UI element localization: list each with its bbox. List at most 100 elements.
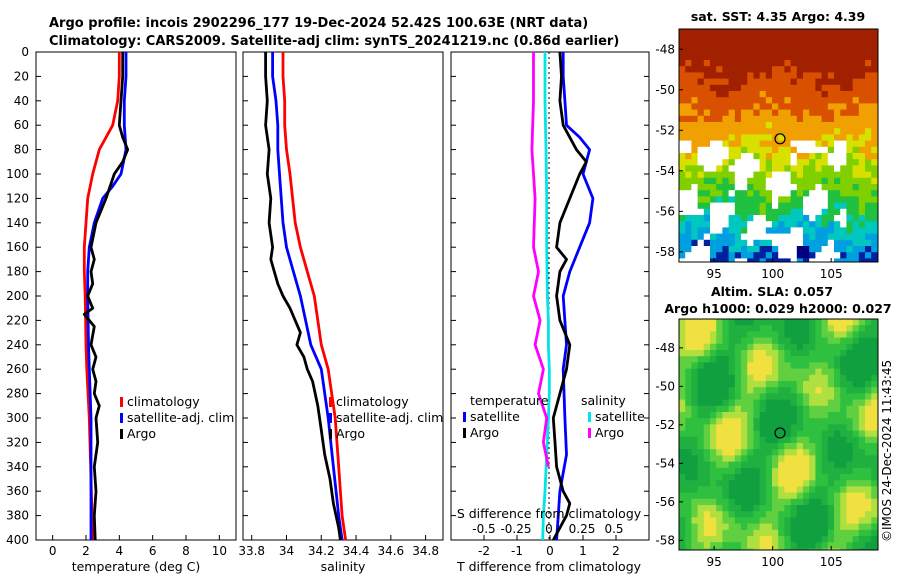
sst-cell: [846, 91, 853, 98]
sla-cell: [697, 467, 705, 475]
sla-cell: [790, 436, 798, 444]
sst-cell: [722, 115, 729, 123]
sla-cell: [865, 331, 872, 338]
sst-cell: [691, 134, 698, 141]
sla-cell: [759, 436, 767, 444]
sst-cell: [790, 115, 798, 123]
legend-swatch-sal-satellite: [588, 412, 591, 422]
sla-cell: [703, 387, 711, 394]
sla-cell: [790, 424, 798, 431]
series-line-salinity-argo: [530, 52, 550, 468]
sla-cell: [679, 325, 686, 332]
sst-cell: [778, 233, 785, 241]
sst-cell: [790, 128, 798, 135]
sst-cell: [821, 84, 829, 92]
sst-cell: [710, 66, 717, 73]
sst-cell: [703, 78, 711, 86]
sst-cell: [685, 134, 692, 141]
sst-cell: [821, 134, 829, 141]
sla-cell: [765, 343, 773, 351]
sla-cell: [734, 424, 742, 431]
sst-cell: [697, 91, 705, 98]
sla-cell: [871, 486, 878, 493]
sst-cell: [803, 171, 810, 179]
sst-cell: [803, 208, 810, 216]
sst-cell: [772, 252, 779, 259]
sla-cell: [759, 461, 767, 469]
sst-cell: [772, 146, 779, 154]
sla-cell: [772, 548, 779, 551]
sst-cell: [716, 159, 723, 166]
sla-cell: [858, 505, 866, 512]
sla-cell: [703, 449, 711, 456]
sla-cell: [703, 480, 711, 487]
sla-cell: [741, 343, 748, 351]
legend-label-temp-satellite: satellite: [470, 409, 520, 424]
legend-label-climatology: climatology: [127, 394, 200, 409]
sla-cell: [834, 387, 841, 394]
sla-cell: [741, 393, 748, 400]
sst-cell: [852, 159, 860, 166]
sst-cell: [716, 215, 723, 222]
sla-cell: [778, 529, 785, 537]
sla-cell: [871, 492, 878, 500]
sla-cell: [703, 492, 711, 500]
sst-cell: [685, 97, 692, 104]
sst-cell: [697, 60, 705, 67]
sla-cell: [852, 368, 860, 376]
sst-cell: [747, 153, 754, 160]
sla-cell: [846, 430, 853, 438]
sst-cell: [858, 146, 866, 154]
sla-cell: [827, 393, 835, 400]
sla-cell: [821, 368, 829, 376]
sla-cell: [728, 424, 736, 431]
sla-cell: [821, 362, 829, 369]
sst-cell: [703, 215, 711, 222]
sla-cell: [858, 430, 866, 438]
sst-cell: [809, 140, 816, 148]
sst-cell: [703, 35, 711, 42]
sst-cell: [784, 190, 791, 197]
sla-cell: [784, 443, 791, 450]
sla-cell: [815, 542, 822, 549]
sla-cell: [871, 393, 878, 400]
sla-cell: [691, 362, 698, 369]
sst-cell: [728, 252, 736, 259]
sla-cell: [821, 331, 829, 338]
sst-cell: [796, 29, 804, 36]
sst-cell: [815, 239, 822, 247]
depth-tick-label: 300: [6, 411, 29, 425]
sst-cell: [871, 84, 878, 92]
sst-cell: [772, 258, 779, 263]
sla-cell: [697, 548, 705, 551]
sst-cell: [865, 41, 872, 48]
sst-cell: [747, 47, 754, 55]
sst-cell: [821, 109, 829, 117]
sst-cell: [827, 35, 835, 42]
sla-cell: [790, 356, 798, 363]
sla-cell: [728, 337, 736, 345]
sla-cell: [679, 517, 686, 524]
sla-cell: [710, 343, 717, 351]
sst-cell: [803, 221, 810, 228]
sst-cell: [697, 53, 705, 61]
sla-cell: [840, 523, 847, 531]
sla-cell: [815, 356, 822, 363]
sst-cell: [741, 146, 748, 154]
sst-cell: [753, 84, 760, 92]
sla-cell: [703, 542, 711, 549]
sla-cell: [840, 424, 847, 431]
sst-cell: [722, 91, 729, 98]
salinity-panel: 33.8 34 34.2 34.4 34.6 34.8: [238, 52, 439, 558]
sst-cell: [803, 72, 810, 79]
sst-cell: [803, 202, 810, 210]
sst-cell: [710, 35, 717, 42]
sla-cell: [871, 548, 878, 551]
sst-cell: [790, 146, 798, 154]
sst-cell: [753, 72, 760, 79]
sla-cell: [710, 467, 717, 475]
sla-cell: [846, 536, 853, 543]
sst-cell: [803, 41, 810, 48]
sst-cell: [741, 84, 748, 92]
sla-cell: [840, 325, 847, 332]
